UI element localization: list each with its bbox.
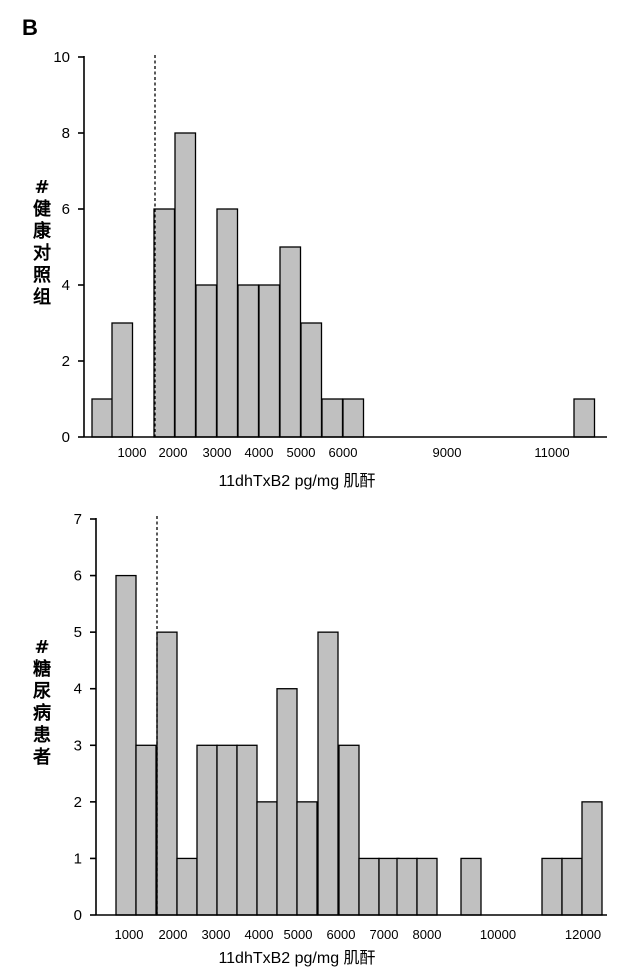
- histogram-bar: [195, 284, 218, 438]
- histogram-bar: [317, 631, 339, 916]
- x-tick-label: 1000: [115, 927, 144, 942]
- x-tick-label: 6000: [327, 927, 356, 942]
- y-tick-label: 8: [62, 125, 70, 142]
- y-tick-label: 4: [62, 277, 70, 294]
- histogram-bar: [153, 208, 176, 438]
- histogram-bar: [358, 857, 380, 916]
- histogram-bar: [176, 857, 198, 916]
- histogram-bar: [581, 801, 603, 916]
- histogram-bar: [541, 857, 563, 916]
- x-tick-label: 9000: [433, 445, 462, 460]
- y-tick-label: 6: [62, 201, 70, 218]
- x-tick-label: 2000: [159, 927, 188, 942]
- histogram-bar: [573, 398, 596, 438]
- x-tick-label: 3000: [203, 445, 232, 460]
- y-tick-label: 10: [53, 49, 70, 66]
- y-tick-label: 2: [74, 794, 82, 811]
- x-tick-label: 5000: [287, 445, 316, 460]
- histogram-bar: [256, 801, 278, 916]
- x-tick-label: 1000: [118, 445, 147, 460]
- chart-healthy-controls: 0 2 4 6 8 10 1000 2000 3000 4000 5000 6000 9000 11000…: [33, 49, 607, 490]
- histogram-bar: [321, 398, 344, 438]
- histogram-bar: [111, 322, 134, 438]
- histogram-bar: [342, 398, 365, 438]
- histogram-bar: [115, 574, 137, 916]
- x-tick-label: 11000: [534, 445, 569, 460]
- histogram-bar: [276, 688, 298, 916]
- histogram-bar: [416, 857, 438, 916]
- chart-diabetic-patients: 0 1 2 3 4 5 6 7 1000 2000 3000 4000 5000 6000 7000 8000…: [32, 511, 607, 967]
- histogram-bar: [378, 857, 400, 916]
- y-tick-label: 3: [74, 737, 82, 754]
- y-tick-label: 5: [74, 624, 82, 641]
- histogram-bar: [216, 744, 238, 916]
- x-tick-label: 3000: [202, 927, 231, 942]
- x-tick-label: 12000: [565, 927, 601, 942]
- x-tick-label: 4000: [245, 927, 274, 942]
- histogram-bar: [174, 132, 197, 438]
- y-tick-label: 7: [74, 511, 82, 528]
- histogram-bar: [196, 744, 218, 916]
- histogram-bar: [300, 322, 323, 438]
- x-axis-title: 11dhTxB2 pg/mg 肌酐: [218, 949, 375, 967]
- histogram-bar: [236, 744, 258, 916]
- y-tick-label: 0: [62, 429, 70, 446]
- y-tick-label: 1: [74, 850, 82, 867]
- x-tick-label: 2000: [159, 445, 188, 460]
- x-tick-label: 8000: [413, 927, 442, 942]
- y-tick-label: 0: [74, 907, 82, 924]
- y-tick-label: 4: [74, 681, 82, 698]
- histogram-bar: [561, 857, 583, 916]
- histogram-bar: [156, 631, 178, 916]
- histogram-bar: [460, 857, 482, 916]
- x-axis-title: 11dhTxB2 pg/mg 肌酐: [218, 472, 375, 490]
- panel-label: B: [22, 15, 38, 40]
- x-tick-label: 10000: [480, 927, 516, 942]
- y-axis-title: #健康对照组: [33, 177, 52, 308]
- y-tick-label: 6: [74, 568, 82, 585]
- histogram-bar: [296, 801, 318, 916]
- histogram-bar: [91, 398, 114, 438]
- histogram-bar: [258, 284, 281, 438]
- x-tick-label: 7000: [370, 927, 399, 942]
- histogram-bar: [279, 246, 302, 438]
- histogram-bar: [237, 284, 260, 438]
- histogram-bar: [396, 857, 418, 916]
- histogram-bar: [135, 744, 157, 916]
- histogram-bar: [216, 208, 239, 438]
- x-tick-label: 6000: [329, 445, 358, 460]
- histogram-bar: [338, 744, 360, 916]
- x-tick-label: 4000: [245, 445, 274, 460]
- x-tick-label: 5000: [284, 927, 313, 942]
- y-tick-label: 2: [62, 353, 70, 370]
- y-axis-title: #糖尿病患者: [32, 637, 51, 768]
